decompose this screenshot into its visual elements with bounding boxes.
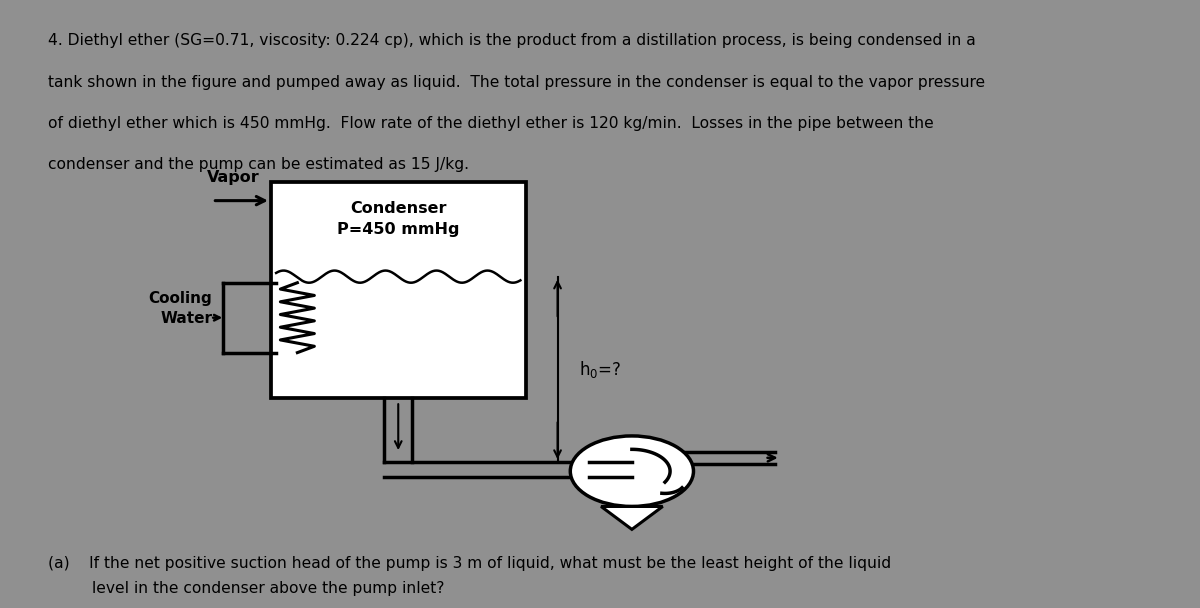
Text: (a)    If the net positive suction head of the pump is 3 m of liquid, what must : (a) If the net positive suction head of …: [48, 556, 890, 572]
Circle shape: [570, 436, 694, 506]
Polygon shape: [601, 506, 662, 530]
Text: condenser and the pump can be estimated as 15 J/kg.: condenser and the pump can be estimated …: [48, 157, 469, 173]
Text: Vapor: Vapor: [208, 170, 260, 185]
Text: level in the condenser above the pump inlet?: level in the condenser above the pump in…: [48, 581, 444, 596]
Text: of diethyl ether which is 450 mmHg.  Flow rate of the diethyl ether is 120 kg/mi: of diethyl ether which is 450 mmHg. Flow…: [48, 116, 934, 131]
Text: Condenser
P=450 mmHg: Condenser P=450 mmHg: [337, 201, 460, 237]
Text: 4. Diethyl ether (SG=0.71, viscosity: 0.224 cp), which is the product from a dis: 4. Diethyl ether (SG=0.71, viscosity: 0.…: [48, 33, 976, 49]
Text: Cooling
Water: Cooling Water: [149, 291, 212, 326]
Bar: [271, 182, 526, 398]
Text: h$_0$=?: h$_0$=?: [578, 359, 622, 380]
Text: tank shown in the figure and pumped away as liquid.  The total pressure in the c: tank shown in the figure and pumped away…: [48, 75, 985, 90]
